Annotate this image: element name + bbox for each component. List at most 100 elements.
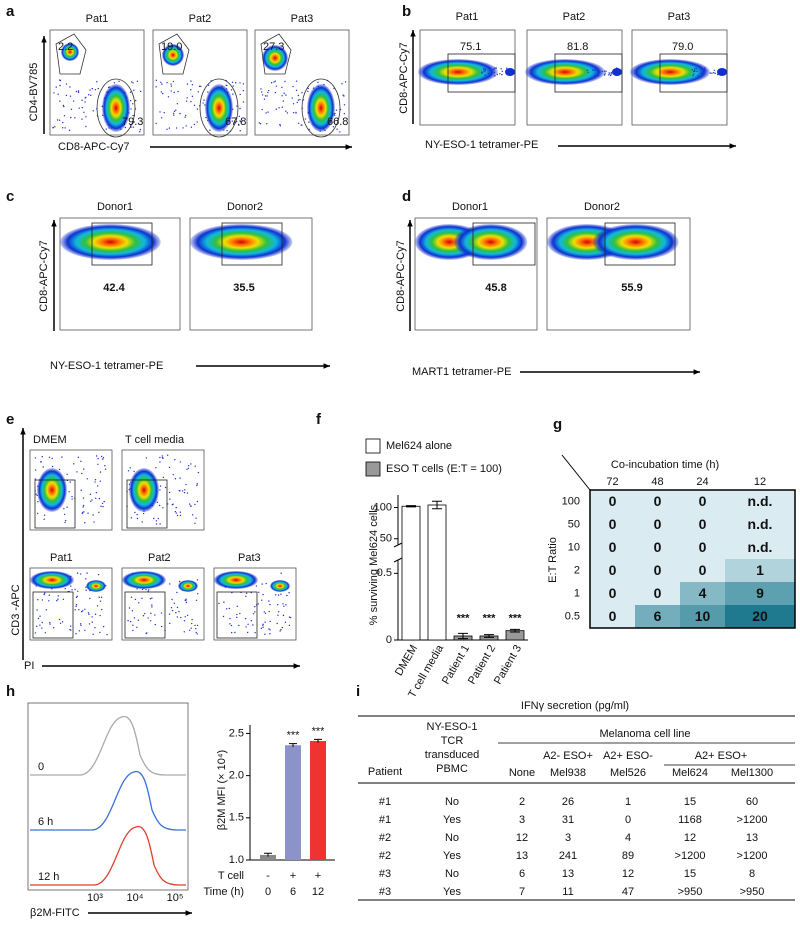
heatmap-cell — [725, 490, 795, 513]
event-dot — [245, 592, 248, 594]
table-header: TCR — [441, 735, 464, 747]
table-cell: 31 — [562, 814, 574, 826]
error-bar — [289, 743, 297, 747]
y-axis-label: β2M MFI (× 10⁴) — [216, 750, 228, 830]
event-dot — [194, 503, 196, 506]
gate — [301, 78, 341, 138]
event-dot — [91, 616, 93, 618]
event-dot — [138, 602, 140, 604]
event-dot — [500, 68, 502, 70]
event-dot — [179, 511, 182, 513]
cell-population — [270, 580, 290, 592]
event-dot — [70, 108, 73, 111]
event-dot — [592, 69, 594, 71]
x-row-value: 12 — [312, 886, 324, 898]
event-dot — [56, 599, 58, 602]
panel-label: c — [6, 188, 14, 205]
event-dot — [136, 80, 139, 83]
panel-label: e — [6, 411, 14, 428]
event-dot — [96, 485, 99, 487]
event-dot — [90, 94, 92, 97]
event-dot — [277, 611, 280, 613]
event-dot — [175, 109, 177, 111]
event-dot — [262, 626, 264, 628]
cell-population — [30, 571, 74, 589]
event-dot — [239, 93, 241, 96]
gate — [32, 591, 74, 639]
event-dot — [65, 94, 68, 97]
event-dot — [69, 86, 71, 88]
event-dot — [131, 610, 134, 612]
table-header: Mel1300 — [731, 767, 773, 779]
event-dot — [267, 111, 269, 113]
event-dot — [169, 622, 171, 625]
event-dot — [84, 629, 86, 631]
heatmap-cell — [635, 490, 680, 513]
table-cell: >1200 — [675, 850, 706, 862]
event-dot — [99, 614, 101, 617]
curve-label: 0 — [38, 761, 44, 773]
event-dot — [230, 89, 233, 91]
event-dot — [87, 512, 89, 514]
heatmap-cell — [680, 490, 725, 513]
event-dot — [275, 108, 277, 110]
heatmap-cell — [590, 605, 635, 628]
event-dot — [128, 607, 131, 609]
heatmap-cell — [635, 559, 680, 582]
event-dot — [711, 72, 713, 74]
event-dot — [91, 621, 93, 623]
event-dot — [295, 111, 297, 114]
event-dot — [160, 91, 163, 93]
event-dot — [245, 595, 247, 598]
table-cell: 1 — [625, 796, 631, 808]
gate — [447, 53, 516, 93]
event-dot — [202, 102, 204, 104]
legend-label: Mel624 alone — [386, 440, 452, 452]
event-dot — [184, 489, 186, 491]
event-dot — [265, 112, 267, 114]
event-dot — [238, 624, 240, 627]
event-dot — [101, 608, 103, 611]
table-cell: #1 — [379, 796, 391, 808]
event-dot — [274, 80, 276, 82]
event-dot — [295, 89, 298, 92]
event-dot — [218, 602, 220, 605]
bar — [285, 745, 301, 860]
cell-population — [214, 571, 258, 589]
sample-title: Pat2 — [189, 13, 212, 25]
event-dot — [307, 87, 309, 90]
cell-population — [592, 224, 679, 260]
event-dot — [280, 593, 282, 595]
event-dot — [174, 510, 177, 513]
event-dot — [252, 624, 254, 626]
event-dot — [275, 85, 278, 87]
table-cell: 2 — [519, 796, 525, 808]
event-dot — [239, 107, 241, 110]
table-cell: 0 — [625, 814, 631, 826]
event-dot — [160, 625, 163, 628]
event-dot — [78, 609, 80, 611]
event-dot — [267, 89, 270, 92]
table-cell: Yes — [443, 886, 461, 898]
heatmap-border — [589, 489, 796, 629]
cell-value: n.d. — [748, 539, 773, 555]
event-dot — [157, 517, 160, 520]
event-dot — [81, 511, 84, 514]
event-dot — [483, 68, 485, 70]
event-dot — [81, 106, 83, 109]
event-dot — [132, 624, 134, 626]
event-dot — [481, 71, 483, 73]
event-dot — [43, 518, 45, 520]
row-label: 0.5 — [565, 610, 580, 622]
event-dot — [129, 620, 132, 623]
event-dot — [149, 620, 152, 622]
event-dot — [171, 504, 174, 506]
event-dot — [302, 99, 305, 101]
event-dot — [132, 114, 134, 117]
y-axis-label: CD8-APC-Cy7 — [398, 42, 410, 114]
event-dot — [39, 615, 41, 617]
event-dot — [242, 89, 245, 92]
event-dot — [279, 125, 281, 127]
event-dot — [89, 597, 91, 600]
event-dot — [77, 590, 79, 592]
